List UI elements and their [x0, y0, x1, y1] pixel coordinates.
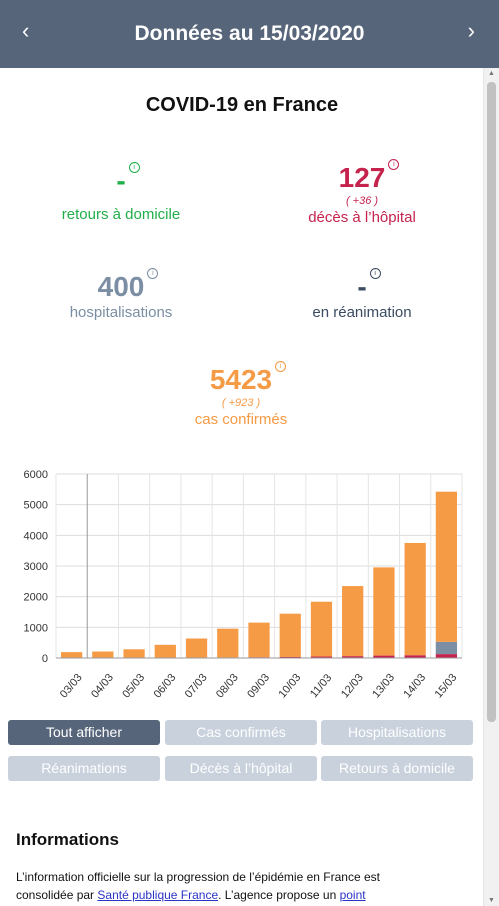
- info-icon[interactable]: i: [128, 162, 140, 173]
- y-tick-label: 4000: [24, 530, 48, 542]
- bar-segment-d-c-s-l-h-pital: [279, 656, 301, 658]
- y-tick-label: 6000: [24, 469, 48, 481]
- scrollbar[interactable]: ▲ ▼: [483, 68, 499, 906]
- x-tick-label: 04/03: [89, 672, 116, 701]
- bar-segment-d-c-s-l-h-pital: [342, 656, 364, 658]
- informations-heading: Informations: [16, 830, 119, 849]
- x-tick-label: 11/03: [308, 672, 334, 700]
- previous-day-chevron-icon[interactable]: ‹: [22, 18, 30, 43]
- date-title: Données au 15/03/2020: [134, 22, 365, 45]
- x-tick-label: 05/03: [120, 672, 147, 701]
- x-tick-label: 06/03: [152, 672, 179, 701]
- y-tick-label: 1000: [24, 622, 48, 634]
- deces-label: décès à l’hôpital: [308, 209, 416, 226]
- bar-segment-d-c-s-l-h-pital: [435, 654, 458, 658]
- cas-label: cas confirmés: [194, 411, 288, 428]
- scroll-down-arrow-icon[interactable]: ▼: [488, 897, 495, 904]
- deces-value: 127: [338, 162, 386, 193]
- info-icon[interactable]: i: [369, 268, 381, 279]
- btn-retours[interactable]: Retours à domicile: [321, 756, 473, 781]
- btn-cas-confirmes[interactable]: Cas confirmés: [165, 720, 317, 745]
- main-content: COVID-19 en France -i retours à domicile…: [0, 68, 484, 906]
- bar-segment-d-c-s-l-h-pital: [373, 655, 395, 658]
- info-text-part: L’information officielle sur la progress…: [16, 870, 380, 902]
- cas-delta: ( +923 ): [221, 397, 261, 409]
- x-tick-label: 10/03: [276, 672, 303, 701]
- bar-segment-cas-confirm-s: [154, 644, 176, 658]
- top-bar: ‹ Données au 15/03/2020 ›: [0, 0, 499, 68]
- x-tick-label: 14/03: [401, 672, 428, 701]
- bar-segment-cas-confirm-s: [310, 601, 333, 657]
- info-icon[interactable]: i: [275, 361, 287, 372]
- stat-cas: 5423 i ( +923 ) cas confirmés: [141, 361, 341, 428]
- bar-segment-d-c-s-l-h-pital: [404, 655, 426, 658]
- hospitalisations-label: hospitalisations: [69, 304, 173, 321]
- bar-segment-cas-confirm-s: [60, 652, 83, 658]
- info-text-part: . L’agence propose un: [218, 888, 340, 902]
- retours-label: retours à domicile: [61, 206, 181, 223]
- stat-hospitalisations: 400 i hospitalisations: [21, 268, 221, 321]
- bar-segment-cas-confirm-s: [435, 491, 458, 642]
- stat-retours: -i retours à domicile: [21, 162, 221, 223]
- x-tick-label: 12/03: [339, 672, 366, 701]
- cas-value: 5423: [209, 364, 273, 395]
- x-tick-label: 15/03: [433, 672, 460, 701]
- bar-segment-hospitalisations: [435, 641, 458, 655]
- info-icon[interactable]: i: [147, 268, 159, 279]
- hospitalisations-value: 400: [97, 271, 145, 302]
- deces-delta: ( +36 ): [345, 195, 379, 207]
- retours-value: -: [116, 165, 126, 196]
- next-day-chevron-icon[interactable]: ›: [467, 18, 475, 43]
- scroll-up-arrow-icon[interactable]: ▲: [488, 70, 495, 77]
- bar-segment-d-c-s-l-h-pital: [310, 656, 333, 658]
- reanimation-label: en réanimation: [312, 304, 412, 321]
- bar-segment-cas-confirm-s: [185, 638, 208, 658]
- y-tick-label: 5000: [24, 500, 48, 512]
- x-tick-label: 03/03: [58, 672, 85, 701]
- y-tick-label: 3000: [24, 561, 48, 573]
- stat-deces: 127 i ( +36 ) décès à l’hôpital: [262, 159, 462, 226]
- bar-segment-cas-confirm-s: [342, 586, 364, 657]
- sante-publique-link[interactable]: Santé publique France: [97, 888, 219, 902]
- info-icon[interactable]: i: [388, 159, 400, 170]
- page-title: COVID-19 en France: [145, 94, 339, 116]
- bar-segment-cas-confirm-s: [217, 628, 239, 658]
- bar-segment-cas-confirm-s: [248, 622, 270, 658]
- btn-tout-afficher[interactable]: Tout afficher: [8, 720, 160, 745]
- x-tick-label: 07/03: [183, 672, 210, 701]
- scrollbar-thumb[interactable]: [487, 82, 496, 722]
- btn-hospitalisations[interactable]: Hospitalisations: [321, 720, 473, 745]
- x-tick-label: 08/03: [214, 672, 241, 701]
- bar-segment-cas-confirm-s: [279, 613, 301, 657]
- y-tick-label: 0: [42, 653, 48, 665]
- bar-segment-cas-confirm-s: [92, 651, 114, 658]
- btn-reanimations[interactable]: Réanimations: [8, 756, 160, 781]
- x-tick-label: 13/03: [370, 672, 397, 701]
- stat-reanimation: -i en réanimation: [262, 268, 462, 321]
- x-tick-label: 09/03: [245, 672, 272, 701]
- bar-segment-cas-confirm-s: [123, 649, 145, 658]
- informations-text: L’information officielle sur la progress…: [16, 868, 436, 904]
- reanimation-value: -: [357, 271, 367, 302]
- bar-segment-cas-confirm-s: [373, 567, 395, 656]
- y-tick-label: 2000: [24, 592, 48, 604]
- bar-segment-cas-confirm-s: [404, 542, 426, 656]
- btn-deces[interactable]: Décès à l’hôpital: [165, 756, 317, 781]
- stacked-bar-chart: 0 1000 2000 3000 4000 5000 6000 03/03 04/03 05/03…: [24, 469, 463, 701]
- point-link[interactable]: point: [339, 888, 366, 902]
